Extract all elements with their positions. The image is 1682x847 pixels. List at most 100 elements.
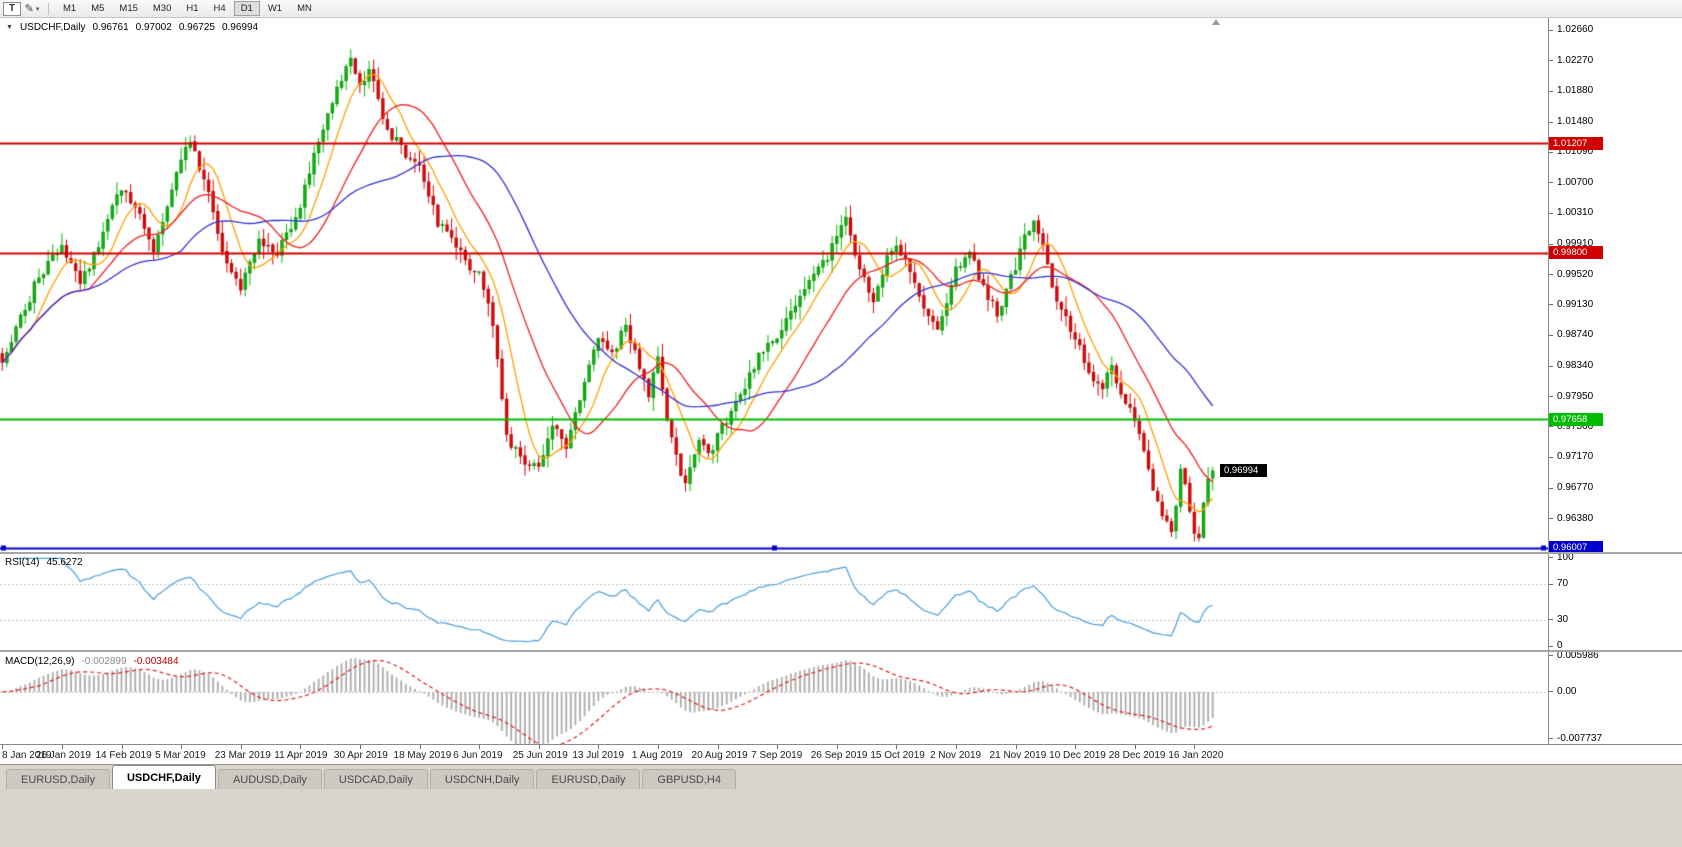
main-chart-canvas[interactable]	[0, 18, 1548, 552]
chart-tabs: EURUSD,Daily USDCHF,Daily AUDUSD,Daily USDC…	[0, 764, 1682, 789]
date-label: 15 Oct 2019	[870, 750, 925, 761]
timeframe-button-m15[interactable]: M15	[112, 1, 144, 16]
date-tick	[836, 745, 838, 749]
ohlc-open: 0.96761	[92, 22, 129, 33]
tab-usdcnh-daily-4[interactable]: USDCNH,Daily	[429, 769, 535, 789]
ohlc-low: 0.96725	[178, 22, 215, 33]
date-axis[interactable]: 8 Jan 2019 26 Jan 2019 14 Feb 2019 5 Mar 20…	[0, 744, 1682, 764]
draw-tool-button[interactable]: ✎ ▾	[23, 2, 41, 16]
date-label: 30 Apr 2019	[333, 750, 388, 761]
price-axis-label: 1.02270	[1557, 54, 1594, 66]
timeframe-button-h4[interactable]: H4	[207, 1, 233, 16]
chart-shift-marker	[1212, 19, 1220, 25]
symbol-period-label: USDCHF,Daily	[19, 22, 86, 33]
price-axis-label: 0.97170	[1557, 451, 1594, 463]
price-axis-label: 0.99130	[1557, 298, 1594, 310]
price-tick	[1549, 334, 1553, 336]
price-tick	[1549, 182, 1553, 184]
price-tick	[1549, 29, 1553, 31]
macd-tick	[1549, 691, 1553, 693]
panel-splitter-rsi[interactable]	[0, 552, 1682, 554]
date-tick	[240, 745, 242, 749]
toolbar-separator	[48, 2, 49, 15]
macd-tick	[1549, 738, 1553, 740]
timeframe-button-mn[interactable]: MN	[290, 1, 319, 16]
date-label: 10 Dec 2019	[1049, 750, 1106, 761]
timeframe-button-h1[interactable]: H1	[179, 1, 205, 16]
price-axis[interactable]: 1.02660 1.02270 1.01880 1.01480 1.01090 1.007…	[1548, 18, 1682, 744]
macd-main-value: -0.002899	[81, 656, 127, 667]
tab-gbpusd-h4-6[interactable]: GBPUSD,H4	[642, 769, 736, 789]
price-tick	[1549, 426, 1553, 428]
date-tick	[1134, 745, 1136, 749]
rsi-label: RSI(14)	[5, 557, 40, 568]
price-level-tag: 0.99800	[1549, 246, 1603, 260]
price-axis-label: 0.96770	[1557, 482, 1594, 494]
date-label: 18 May 2019	[393, 750, 452, 761]
tab-eurusd-daily-5[interactable]: EURUSD,Daily	[536, 769, 641, 789]
pencil-icon: ✎	[24, 2, 34, 15]
price-axis-label: 0.98740	[1557, 329, 1594, 341]
timeframe-button-w1[interactable]: W1	[261, 1, 289, 16]
date-label: 1 Aug 2019	[631, 750, 683, 761]
macd-canvas[interactable]	[0, 652, 1548, 744]
price-axis-label: 1.01880	[1557, 85, 1594, 97]
ohlc-close: 0.96994	[221, 22, 259, 33]
timeframe-button-m1[interactable]: M1	[56, 1, 83, 16]
price-level-tag: 0.96007	[1549, 541, 1603, 555]
timeframe-button-m30[interactable]: M30	[146, 1, 178, 16]
price-axis-label: 1.02660	[1557, 24, 1594, 36]
date-label: 23 Mar 2019	[214, 750, 271, 761]
date-label: 11 Apr 2019	[274, 750, 328, 761]
tab-usdchf-daily-1[interactable]: USDCHF,Daily	[111, 765, 216, 789]
panel-splitter-macd[interactable]	[0, 650, 1682, 652]
top-toolbar: T ✎ ▾ M1 M5 M15 M30 H1 H4 D1 W1 MN	[0, 0, 1682, 18]
price-tick	[1549, 396, 1553, 398]
rsi-tick	[1549, 619, 1553, 621]
price-axis-label: 1.01480	[1557, 116, 1594, 128]
rsi-canvas[interactable]	[0, 554, 1548, 650]
date-label: 26 Jan 2019	[35, 750, 91, 761]
text-tool-button[interactable]: T	[3, 1, 21, 16]
rsi-axis-label: 0	[1557, 640, 1563, 652]
timeframe-buttons: M1 M5 M15 M30 H1 H4 D1 W1 MN	[56, 1, 319, 16]
timeframe-button-d1[interactable]: D1	[233, 1, 260, 16]
price-axis-label: 0.99910	[1557, 238, 1594, 250]
date-tick	[717, 745, 719, 749]
date-label: 25 Jun 2019	[512, 750, 568, 761]
price-axis-label: 1.01090	[1557, 146, 1594, 158]
timeframe-button-m5[interactable]: M5	[84, 1, 111, 16]
rsi-axis-label: 70	[1557, 578, 1569, 590]
macd-label-row: MACD(12,26,9) -0.002899 -0.003484	[5, 656, 179, 667]
date-tick	[1015, 745, 1017, 749]
price-tick	[1549, 121, 1553, 123]
price-level-tag: 1.01207	[1549, 136, 1603, 150]
date-label: 20 Aug 2019	[691, 750, 748, 761]
date-tick	[2, 745, 4, 749]
macd-axis-label: 0.005986	[1557, 649, 1599, 661]
date-label: 28 Dec 2019	[1108, 750, 1166, 761]
date-tick	[1194, 745, 1196, 749]
bottom-filler	[0, 789, 1682, 847]
rsi-value: 45.6272	[46, 557, 83, 568]
date-tick	[121, 745, 123, 749]
date-label: 26 Sep 2019	[810, 750, 868, 761]
price-tick	[1549, 487, 1553, 489]
tab-usdcad-daily-3[interactable]: USDCAD,Daily	[323, 769, 428, 789]
tab-eurusd-daily-0[interactable]: EURUSD,Daily	[6, 769, 110, 789]
date-tick	[955, 745, 957, 749]
chart-dropdown-icon[interactable]: ▼	[6, 24, 13, 31]
tab-audusd-daily-2[interactable]: AUDUSD,Daily	[217, 769, 322, 789]
price-tick	[1549, 456, 1553, 458]
price-tick	[1549, 243, 1553, 245]
date-tick	[359, 745, 361, 749]
macd-label: MACD(12,26,9)	[5, 656, 75, 667]
date-label: 16 Jan 2020	[1168, 750, 1224, 761]
date-label: 2 Nov 2019	[929, 750, 982, 761]
chart-title: ▼ USDCHF,Daily 0.96761 0.97002 0.96725 0…	[6, 22, 258, 33]
price-axis-label: 0.97560	[1557, 420, 1594, 432]
price-tick	[1549, 518, 1553, 520]
rsi-tick	[1549, 583, 1553, 585]
price-tick	[1549, 274, 1553, 275]
date-label: 21 Nov 2019	[989, 750, 1047, 761]
